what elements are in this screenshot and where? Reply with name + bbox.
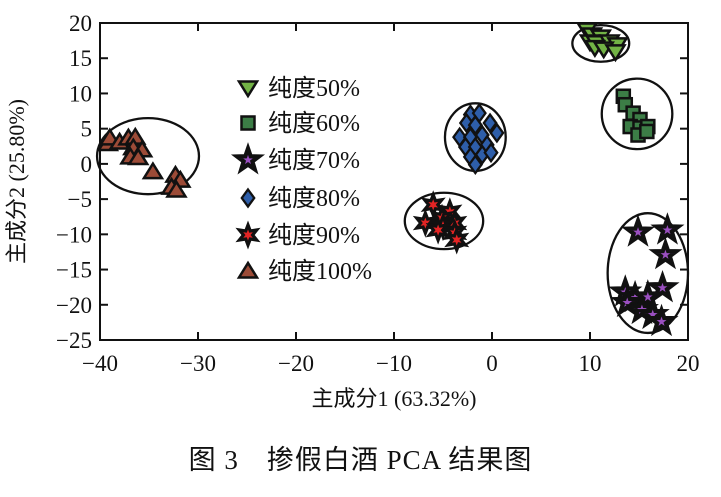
plot-box <box>99 22 689 341</box>
series-纯度60% <box>600 77 674 151</box>
x-tick-label: −10 <box>376 351 412 376</box>
y-tick-label: −25 <box>56 328 92 353</box>
legend-label: 纯度50% <box>268 75 360 102</box>
series-纯度70% <box>606 212 690 337</box>
triangle-up-marker <box>236 260 260 279</box>
series-纯度90% <box>403 190 485 255</box>
cluster-ellipse <box>571 23 631 63</box>
y-tick-label: 10 <box>69 81 92 106</box>
x-tick-label: 0 <box>486 351 498 376</box>
triangle-up-marker <box>126 147 150 166</box>
star6-marker <box>444 225 470 255</box>
x-tick-label: 20 <box>677 351 700 376</box>
legend-item-纯度90%: 纯度90% <box>235 220 360 250</box>
legend-label: 纯度100% <box>268 258 372 285</box>
diamond-marker <box>467 154 483 176</box>
figure-caption: 图 3 掺假白酒 PCA 结果图 <box>188 445 533 475</box>
x-axis-label: 主成分1 (63.32%) <box>312 386 477 411</box>
legend-label: 纯度60% <box>268 110 360 137</box>
series-纯度80% <box>443 102 507 176</box>
x-tick-label: −30 <box>180 351 216 376</box>
pca-scatter-chart: −40 −30 −20 −10 0 10 20 20 15 10 5 0 −5 −10 −15 −20 −25 主… <box>4 11 700 411</box>
series-纯度50% <box>571 22 631 63</box>
triangle-up-marker <box>141 161 165 180</box>
star5-marker <box>610 284 645 318</box>
legend-item-纯度60%: 纯度60% <box>240 110 360 137</box>
star5-marker <box>648 236 683 270</box>
star5-marker <box>644 303 679 337</box>
diamond-marker <box>240 187 256 209</box>
x-tick-label: −20 <box>278 351 314 376</box>
axes: −40 −30 −20 −10 0 10 20 20 15 10 5 0 −5 −10 −15 −20 −25 <box>56 11 699 376</box>
legend-label: 纯度70% <box>268 147 360 174</box>
legend: 纯度50% 纯度60% 纯度70% 纯度80% 纯度90% 纯度100% <box>230 75 372 285</box>
y-tick-label: 5 <box>81 117 93 142</box>
triangle-up-marker <box>165 179 188 198</box>
y-tick-label: −20 <box>56 293 92 318</box>
star5-marker <box>620 214 656 247</box>
y-tick-label: 15 <box>69 46 92 71</box>
star6-marker <box>235 220 261 250</box>
y-axis-label: 主成分2 (25.80%) <box>4 99 29 264</box>
cluster-ellipse <box>95 116 201 196</box>
diamond-marker <box>483 142 499 164</box>
x-tick-label: 10 <box>579 351 602 376</box>
square-marker <box>240 115 256 131</box>
legend-label: 纯度90% <box>268 222 360 249</box>
legend-label: 纯度80% <box>268 185 360 212</box>
y-tick-label: 0 <box>81 152 93 177</box>
star5-marker <box>650 212 685 245</box>
x-tick-label: −40 <box>82 351 118 376</box>
cluster-ellipse <box>600 77 674 151</box>
legend-item-纯度70%: 纯度70% <box>230 142 360 175</box>
series-纯度100% <box>95 116 201 198</box>
legend-item-纯度50%: 纯度50% <box>236 75 360 102</box>
y-tick-label: 20 <box>69 11 92 36</box>
diamond-marker <box>489 122 505 144</box>
square-marker <box>639 123 655 140</box>
pca-scatter-svg: −40 −30 −20 −10 0 10 20 20 15 10 5 0 −5 −10 −15 −20 −25 主… <box>4 11 700 411</box>
triangle-down-marker <box>604 44 627 63</box>
star6-marker <box>425 215 451 245</box>
y-tick-label: −10 <box>56 222 92 247</box>
cluster-ellipse <box>403 191 485 251</box>
y-tick-label: −5 <box>68 187 92 212</box>
y-tick-label: −15 <box>56 258 92 283</box>
diamond-marker <box>482 112 498 134</box>
star6-marker <box>412 208 438 238</box>
star5-marker <box>630 279 665 312</box>
legend-item-纯度80%: 纯度80% <box>240 185 360 212</box>
cluster-ellipse <box>606 212 690 335</box>
legend-item-纯度100%: 纯度100% <box>236 258 372 285</box>
star5-marker <box>230 142 266 175</box>
triangle-down-marker <box>236 80 260 99</box>
